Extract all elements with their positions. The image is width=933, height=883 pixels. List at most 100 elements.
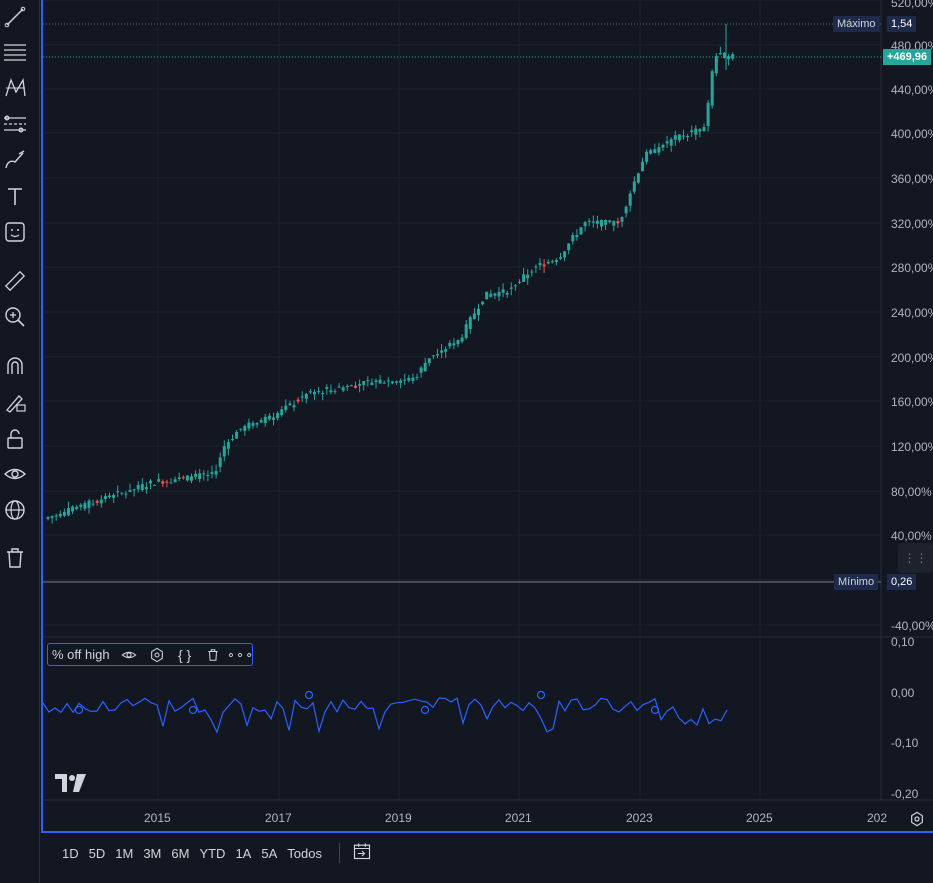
- indicator-marker: [188, 705, 198, 715]
- trash-icon[interactable]: [2, 545, 28, 571]
- eye-icon[interactable]: [120, 646, 138, 664]
- candle-body: [427, 358, 431, 364]
- candle-body: [481, 301, 485, 305]
- candle-body: [198, 473, 202, 480]
- settings-icon[interactable]: [148, 646, 166, 664]
- candle-body: [501, 289, 505, 293]
- range-button-5d[interactable]: 5D: [88, 845, 106, 861]
- candle-body: [202, 473, 206, 475]
- candle-body: [112, 494, 116, 498]
- candle-body: [79, 504, 83, 507]
- indicator-axis-label: -0,10: [891, 736, 919, 750]
- candle-body: [440, 350, 444, 353]
- candle-body: [354, 385, 357, 388]
- brush-icon[interactable]: [2, 147, 28, 173]
- candle-body: [423, 362, 427, 372]
- pattern-icon[interactable]: [2, 75, 28, 101]
- magnet-icon[interactable]: [2, 353, 28, 379]
- candle-body: [489, 293, 493, 297]
- unlock-icon[interactable]: [2, 426, 28, 452]
- candle-body: [362, 381, 366, 385]
- max-label-badge: Máximo: [833, 16, 880, 32]
- range-button-6m[interactable]: 6M: [171, 845, 190, 861]
- more-icon[interactable]: ∘∘∘: [226, 646, 255, 662]
- price-axis-label: 200,00%: [891, 351, 933, 365]
- range-button-5a[interactable]: 5A: [261, 845, 278, 861]
- candle-body: [185, 475, 189, 481]
- range-button-1m[interactable]: 1M: [115, 845, 134, 861]
- candle-body: [497, 291, 501, 297]
- zoom-in-icon[interactable]: [2, 304, 28, 330]
- candle-body: [714, 56, 718, 74]
- candle-body: [304, 393, 308, 399]
- time-axis-label: 202: [867, 811, 888, 825]
- eye-icon[interactable]: [2, 461, 28, 487]
- range-button-ytd[interactable]: YTD: [199, 845, 226, 861]
- candle-body: [255, 423, 259, 425]
- candle-body: [538, 262, 542, 266]
- candle-body: [731, 54, 735, 59]
- range-button-1a[interactable]: 1A: [235, 845, 252, 861]
- trend-line-icon[interactable]: [2, 4, 28, 30]
- fib-lines-icon[interactable]: [2, 39, 28, 65]
- indicator-marker: [650, 705, 660, 715]
- pane-resize-handle[interactable]: ⋮⋮: [898, 543, 933, 573]
- candle-body: [300, 396, 304, 398]
- chart-pane[interactable]: [41, 0, 933, 833]
- text-icon[interactable]: [2, 183, 28, 209]
- candle-body: [263, 416, 267, 424]
- candle-body: [407, 377, 411, 381]
- candle-body: [468, 317, 472, 329]
- candle-body: [530, 271, 534, 273]
- candle-body: [222, 446, 226, 457]
- time-axis-label: 2025: [746, 811, 773, 825]
- go-to-date-icon[interactable]: [352, 841, 372, 866]
- candle-body: [579, 227, 583, 235]
- candle-body: [448, 342, 452, 347]
- candle-body: [308, 391, 312, 393]
- candle-body: [280, 409, 284, 416]
- candle-body: [284, 405, 288, 411]
- candle-body: [120, 492, 124, 494]
- sticker-icon[interactable]: [2, 219, 28, 245]
- candle-body: [669, 139, 673, 146]
- candle-body: [386, 380, 390, 382]
- tradingview-logo[interactable]: [55, 774, 87, 797]
- price-axis-label: 400,00%: [891, 127, 933, 141]
- candle-body: [46, 517, 50, 519]
- time-axis-label: 2023: [626, 811, 653, 825]
- candle-body: [509, 287, 513, 289]
- candle-body: [247, 422, 251, 429]
- candle-body: [661, 144, 665, 148]
- trash-icon[interactable]: [204, 646, 222, 664]
- candle-body: [415, 376, 419, 378]
- candle-body: [329, 390, 333, 393]
- forecast-icon[interactable]: [2, 111, 28, 137]
- candle-body: [366, 380, 370, 382]
- candle-body: [272, 417, 275, 420]
- settings-icon[interactable]: [909, 811, 925, 832]
- candle-body: [550, 261, 554, 263]
- ruler-icon[interactable]: [2, 268, 28, 294]
- range-button-todos[interactable]: Todos: [287, 845, 322, 861]
- indicator-legend[interactable]: % off high { } ∘∘∘: [47, 643, 253, 666]
- candle-body: [460, 337, 464, 342]
- candle-body: [206, 474, 210, 476]
- candle-body: [595, 220, 599, 224]
- price-chart[interactable]: [43, 0, 933, 833]
- range-button-3m[interactable]: 3M: [143, 845, 162, 861]
- range-button-1d[interactable]: 1D: [62, 845, 79, 861]
- indicator-axis-label: -0,20: [891, 787, 919, 801]
- source-code-icon[interactable]: { }: [177, 646, 192, 663]
- candle-body: [71, 506, 75, 512]
- candle-body: [149, 480, 152, 484]
- candle-body: [251, 423, 255, 426]
- candle-body: [91, 503, 95, 505]
- candle-body: [333, 391, 337, 393]
- candle-body: [103, 495, 107, 499]
- indicator-marker: [74, 705, 84, 715]
- candle-body: [177, 477, 181, 479]
- globe-icon[interactable]: [2, 497, 28, 523]
- candle-body: [591, 221, 595, 223]
- lock-drawing-icon[interactable]: [2, 389, 28, 415]
